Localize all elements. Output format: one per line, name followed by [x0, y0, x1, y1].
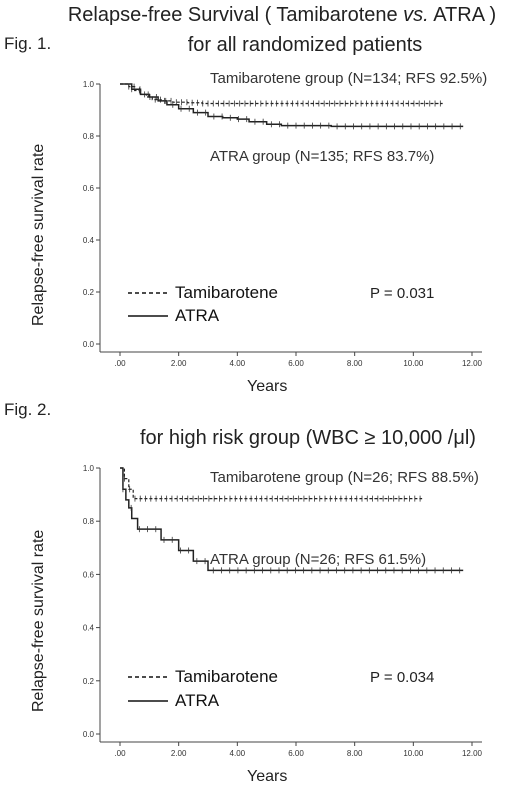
fig1-series-atra [120, 83, 464, 128]
fig1-annotation-tamibarotene: Tamibarotene group (N=134; RFS 92.5%) [210, 70, 488, 87]
chart-title-line1: Relapse-free Survival ( Tamibarotene vs.… [62, 4, 502, 27]
fig1-y-tick-label: 0.8 [83, 132, 95, 141]
fig1-x-tick-label: 2.00 [171, 359, 187, 368]
fig1-label: Fig. 1. [4, 34, 52, 53]
fig1-x-tick-label: .00 [114, 359, 126, 368]
fig2-y-tick-label: 0.6 [83, 570, 95, 579]
fig2-x-tick-label: 8.00 [347, 749, 363, 758]
fig1-y-tick-label: 0.0 [83, 340, 95, 349]
fig2-p-value: P = 0.034 [370, 669, 435, 686]
fig2-annotation-atra: ATRA group (N=26; RFS 61.5%) [210, 551, 427, 568]
fig1-xlabel: Years [247, 378, 288, 395]
fig2-y-tick-label: 0.2 [83, 677, 95, 686]
title-vs: vs. [403, 4, 429, 26]
fig1-annotation-atra: ATRA group (N=135; RFS 83.7%) [210, 148, 435, 165]
fig2-x-tick-label: 2.00 [171, 749, 187, 758]
fig2-legend-tamibarotene: Tamibarotene [175, 667, 279, 686]
fig1-legend-tamibarotene: Tamibarotene [175, 283, 279, 302]
fig1-x-tick-label: 12.00 [462, 359, 483, 368]
fig2-y-tick-label: 0.4 [83, 624, 95, 633]
fig2-series-atra [120, 467, 464, 572]
fig2-x-tick-label: 4.00 [230, 749, 246, 758]
fig2-x-tick-label: 12.00 [462, 749, 483, 758]
fig1-plot: 0.0 0.2 0.4 0.6 0.8 1.0 .00 2.00 4.00 6.00 8.00 10.… [83, 80, 483, 368]
fig2-y-tick-label: 0.0 [83, 730, 95, 739]
fig2-y-tick-label: 0.8 [83, 517, 95, 526]
fig1-y-tick-label: 0.4 [83, 236, 95, 245]
fig2-y-tick-label: 1.0 [83, 464, 95, 473]
fig2-label: Fig. 2. [4, 400, 52, 419]
fig2-x-tick-label: .00 [114, 749, 126, 758]
fig1-series-tamibarotene [120, 83, 443, 105]
chart-title-line2: for all randomized patients [187, 34, 423, 56]
fig1-x-tick-label: 6.00 [288, 359, 304, 368]
fig1-x-tick-label: 4.00 [230, 359, 246, 368]
fig1-legend-atra: ATRA [175, 306, 220, 325]
fig2-xlabel: Years [247, 768, 288, 785]
fig2-x-tick-label: 10.00 [403, 749, 424, 758]
fig2-plot: 0.0 0.2 0.4 0.6 0.8 1.0 .00 2.00 4.00 6.00 8.00 10.… [83, 464, 483, 758]
fig1-y-tick-label: 0.2 [83, 288, 95, 297]
fig2-title: for high risk group (WBC ≥ 10,000 /μl) [140, 427, 476, 449]
fig2-x-tick-label: 6.00 [288, 749, 304, 758]
fig1-x-tick-label: 10.00 [403, 359, 424, 368]
fig1-y-tick-label: 0.6 [83, 184, 95, 193]
fig2-legend-atra: ATRA [175, 691, 220, 710]
title-part-a: Relapse-free Survival ( Tamibarotene [67, 4, 404, 26]
fig2-annotation-tamibarotene: Tamibarotene group (N=26; RFS 88.5%) [210, 469, 479, 486]
fig1-p-value: P = 0.031 [370, 285, 435, 302]
fig2-series-tamibarotene [120, 467, 423, 500]
fig1-y-tick-label: 1.0 [83, 80, 95, 89]
title-part-b: ATRA ) [428, 4, 497, 26]
fig1-x-tick-label: 8.00 [347, 359, 363, 368]
